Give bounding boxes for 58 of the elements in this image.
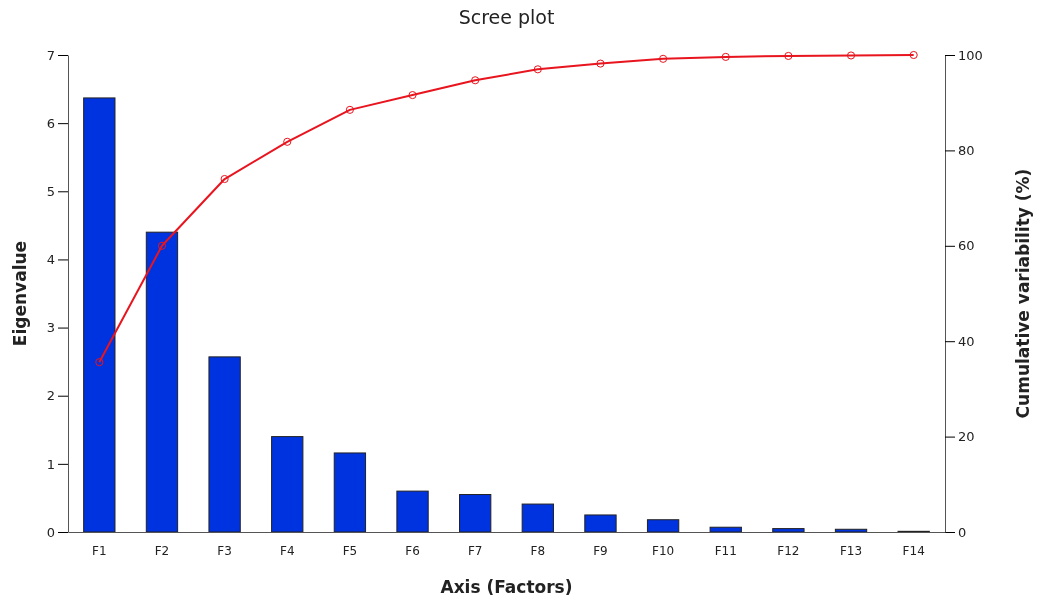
y2-tick-label: 20 — [958, 429, 975, 445]
x-tick-label: F4 — [279, 543, 295, 558]
y2-tick-label: 100 — [958, 47, 983, 63]
x-tick-label: F13 — [839, 543, 863, 558]
y2-tick-label: 0 — [958, 524, 967, 540]
bar — [772, 528, 805, 533]
y2-axis-title: Cumulative variability (%) — [1013, 168, 1033, 419]
point — [283, 137, 292, 146]
x-tick-label: F5 — [342, 543, 358, 558]
point — [784, 51, 793, 61]
y-tick-label: 7 — [46, 47, 55, 63]
x-tick-label: F6 — [405, 543, 420, 558]
y-tick-label: 5 — [46, 183, 55, 199]
point — [533, 65, 542, 74]
bar — [83, 97, 116, 533]
point — [909, 50, 918, 60]
point — [721, 52, 730, 61]
point — [659, 54, 668, 63]
y2-tick-label: 60 — [958, 238, 975, 254]
bar — [584, 514, 617, 533]
x-tick-label: F11 — [714, 543, 737, 558]
point — [95, 358, 104, 367]
x-tick-label: F12 — [777, 543, 800, 558]
x-tick-label: F9 — [593, 543, 608, 558]
x-axis-title: Axis (Factors) — [440, 577, 573, 597]
point — [157, 241, 167, 250]
point — [345, 105, 354, 114]
y-tick-label: 4 — [46, 252, 55, 268]
x-tick-label: F14 — [902, 543, 925, 558]
y-tick-label: 1 — [46, 456, 55, 472]
x-tick-label: F8 — [530, 543, 546, 558]
point — [846, 51, 856, 60]
x-tick-label: F1 — [92, 543, 107, 558]
y-tick-label: 3 — [46, 320, 55, 336]
bar — [208, 356, 241, 533]
x-tick-label: F10 — [652, 543, 675, 558]
point — [408, 91, 417, 100]
point — [220, 174, 229, 184]
bar — [521, 503, 554, 533]
bar — [396, 490, 429, 533]
y-tick-label: 0 — [46, 524, 55, 540]
bar — [145, 231, 179, 533]
bar — [646, 519, 680, 533]
y-axis-title: Eigenvalue — [10, 240, 30, 347]
point — [596, 59, 605, 68]
x-tick-label: F3 — [217, 543, 232, 558]
bar — [459, 494, 492, 533]
bar — [333, 452, 367, 533]
bar — [271, 436, 304, 533]
y-tick-label: 6 — [46, 115, 55, 131]
point — [471, 76, 480, 85]
x-tick-label: F2 — [154, 543, 170, 558]
bar — [709, 526, 742, 533]
y2-tick-label: 80 — [958, 143, 975, 159]
y2-tick-label: 40 — [958, 333, 975, 349]
chart-title: Scree plot — [458, 6, 555, 28]
x-tick-label: F7 — [467, 543, 483, 558]
y-tick-label: 2 — [46, 388, 55, 404]
